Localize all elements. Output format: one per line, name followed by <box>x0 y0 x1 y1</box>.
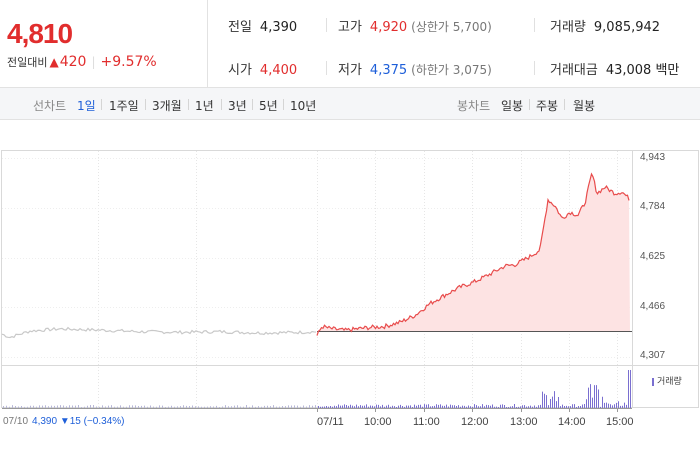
prev-day-date: 07/10 <box>3 416 29 427</box>
stat-label: 거래대금 <box>550 63 598 78</box>
tab-separator <box>252 99 253 110</box>
stat-value: 4,400 <box>259 63 298 78</box>
separator: | <box>91 55 96 69</box>
tab-3month[interactable]: 3개월 <box>152 99 182 113</box>
stat-label: 저가 <box>338 63 362 78</box>
candle-chart-label: 봉차트 <box>457 99 491 113</box>
tab-separator <box>564 99 565 110</box>
tab-separator <box>101 99 102 110</box>
price-change-row: 전일대비 ▲ 420 | +9.57% <box>7 54 157 70</box>
divider <box>326 61 327 75</box>
tab-daily-candle[interactable]: 일봉 <box>501 99 524 113</box>
tab-separator <box>529 99 530 110</box>
price-header: 4,810 전일대비 ▲ 420 | +9.57% 전일 4,390 고가 4,… <box>0 0 700 88</box>
y-tick-label: 4,784 <box>640 201 666 212</box>
volume-legend: 거래량 <box>652 374 682 387</box>
tab-separator <box>145 99 146 110</box>
chart-period-tabs: 선차트 1일 1주일 3개월 1년 3년 5년 10년 봉차트 일봉 주봉 월봉 <box>0 88 700 120</box>
price-chart-svg <box>1 150 699 412</box>
stat-amount: 거래대금 43,008 백만 <box>550 59 679 78</box>
volume-frame <box>1 365 699 408</box>
change-label: 전일대비 <box>7 56 48 69</box>
tab-separator <box>188 99 189 110</box>
stat-value: 43,008 백만 <box>605 63 680 78</box>
y-tick-label: 4,625 <box>640 251 666 262</box>
stat-label: 전일 <box>228 20 252 35</box>
stat-volume: 거래량 9,085,942 <box>550 16 660 35</box>
stat-open: 시가 4,400 <box>228 59 297 78</box>
y-tick-label: 4,466 <box>640 301 666 312</box>
divider <box>326 18 327 32</box>
tab-1week[interactable]: 1주일 <box>109 99 139 113</box>
change-percent: +9.57% <box>100 54 157 70</box>
stat-value: 4,390 <box>259 20 298 35</box>
stat-high: 고가 4,920 (상한가 5,700) <box>338 16 492 35</box>
stat-label: 거래량 <box>550 20 586 35</box>
tab-separator <box>283 99 284 110</box>
tab-weekly-candle[interactable]: 주봉 <box>536 99 559 113</box>
volume-legend-label: 거래량 <box>657 377 682 387</box>
prev-day-price-line <box>1 326 317 339</box>
prev-day-info: 07/10 4,390 ▼15 (−0.34%) <box>3 416 125 427</box>
x-tick-label: 12:00 <box>461 416 489 428</box>
divider <box>534 18 535 32</box>
stat-value: 9,085,942 <box>593 20 661 35</box>
stat-sub: (상한가 5,700) <box>411 20 492 34</box>
stat-label: 고가 <box>338 20 362 35</box>
x-tick-label: 13:00 <box>510 416 538 428</box>
tab-3year[interactable]: 3년 <box>228 99 247 113</box>
current-price: 4,810 <box>7 18 73 49</box>
tab-monthly-candle[interactable]: 월봉 <box>573 99 596 113</box>
tab-10year[interactable]: 10년 <box>290 99 317 113</box>
today-price-line <box>316 172 630 336</box>
x-tick-label: 11:00 <box>413 416 440 428</box>
change-amount: 420 <box>59 54 87 70</box>
volume-legend-swatch <box>652 377 654 386</box>
tab-separator <box>221 99 222 110</box>
x-tick-label: 07/11 <box>317 416 344 428</box>
today-price-area <box>317 174 630 336</box>
y-tick-label: 4,943 <box>640 152 666 163</box>
stat-sub: (하한가 3,075) <box>411 63 492 77</box>
stat-label: 시가 <box>228 63 252 78</box>
stat-low: 저가 4,375 (하한가 3,075) <box>338 59 492 78</box>
tab-1day[interactable]: 1일 <box>77 99 96 113</box>
line-chart-label: 선차트 <box>33 99 67 113</box>
current-price-box: 4,810 전일대비 ▲ 420 | +9.57% <box>0 0 208 88</box>
up-triangle-icon: ▲ <box>49 55 59 69</box>
tab-1year[interactable]: 1년 <box>195 99 214 113</box>
stat-prev-close: 전일 4,390 <box>228 16 297 35</box>
y-tick-label: 4,307 <box>640 350 666 361</box>
x-tick-label: 14:00 <box>558 416 586 428</box>
x-tick-label: 10:00 <box>364 416 392 428</box>
divider <box>534 61 535 75</box>
tab-5year[interactable]: 5년 <box>259 99 278 113</box>
prev-day-text: 4,390 ▼15 (−0.34%) <box>32 416 125 427</box>
stat-value: 4,920 <box>369 20 408 35</box>
x-tick-label: 15:00 <box>606 416 634 428</box>
intraday-chart: 4,943 4,784 4,625 4,466 4,307 07/10 4,390… <box>0 120 700 450</box>
stat-value: 4,375 <box>369 63 408 78</box>
